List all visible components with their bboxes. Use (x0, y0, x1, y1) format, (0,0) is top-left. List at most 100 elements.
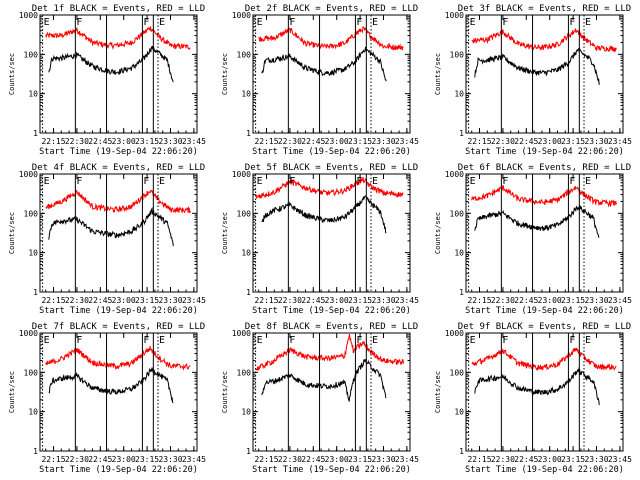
y-axis-title: Counts/sec (8, 53, 16, 95)
panel-title: Det 9f BLACK = Events, RED = LLD (458, 322, 631, 332)
x-tick-label: 23:45 (608, 296, 632, 305)
y-tick-label: 100 (450, 50, 465, 59)
x-tick-label: 22:45 (301, 296, 325, 305)
x-tick-label: 23:00 (325, 137, 349, 146)
y-tick-label: 1000 (445, 170, 464, 179)
x-tick-label: 23:45 (395, 296, 419, 305)
lld-series-line (258, 26, 404, 52)
y-tick-label: 100 (450, 368, 465, 377)
x-tick-label: 22:45 (88, 296, 112, 305)
y-tick-label: 1 (246, 288, 251, 297)
lld-series-line (471, 27, 617, 53)
x-tick-label: 23:30 (584, 137, 608, 146)
x-tick-label: 23:00 (538, 137, 562, 146)
x-tick-label: 23:00 (112, 455, 136, 464)
x-tick-label: 22:30 (278, 137, 302, 146)
marker-flag-label: E (372, 17, 378, 28)
plot-frame (252, 14, 411, 134)
marker-flag-label: F (289, 17, 295, 28)
x-axis-title: Start Time (19-Sep-04 22:06:20) (465, 306, 624, 316)
x-tick-label: 23:45 (608, 455, 632, 464)
events-series-line (474, 205, 600, 238)
x-tick-label: 23:15 (561, 137, 585, 146)
marker-flag-label: E (159, 17, 165, 28)
x-tick-label: 23:30 (158, 455, 182, 464)
x-tick-label: 22:30 (65, 455, 89, 464)
y-tick-label: 1000 (232, 329, 251, 338)
marker-flag-label: F (569, 17, 575, 28)
panel-title: Det 3f BLACK = Events, RED = LLD (458, 4, 631, 14)
y-tick-label: 10 (454, 90, 464, 99)
panel-title: Det 7f BLACK = Events, RED = LLD (32, 322, 205, 332)
x-tick-label: 22:45 (514, 455, 538, 464)
lld-series-line (45, 26, 191, 50)
lld-series-line (255, 334, 404, 371)
x-tick-label: 23:45 (608, 137, 632, 146)
x-tick-label: 23:45 (182, 455, 206, 464)
x-tick-label: 22:30 (65, 296, 89, 305)
y-axis-title: Counts/sec (434, 53, 442, 95)
panel-title: Det 5f BLACK = Events, RED = LLD (245, 163, 418, 173)
events-series-line (48, 206, 174, 247)
plot-frame (465, 332, 624, 452)
marker-flag-label: F (143, 176, 149, 187)
x-tick-label: 22:30 (278, 296, 302, 305)
events-series-line (261, 46, 387, 82)
marker-flag-label: E (372, 335, 378, 346)
marker-flag-label: E (470, 17, 476, 28)
y-tick-label: 100 (24, 368, 39, 377)
detector-panel-8: Det 8f BLACK = Events, RED = LLD 1 10 100 10… (221, 322, 419, 475)
marker-flag-label: F (76, 176, 82, 187)
marker-flag-label: F (502, 176, 508, 187)
y-axis-title: Counts/sec (434, 371, 442, 413)
detector-panel-3: Det 3f BLACK = Events, RED = LLD 1 10 100 10… (434, 4, 632, 157)
marker-flag-label: E (372, 176, 378, 187)
plot-frame (465, 14, 624, 134)
marker-flag-label: F (356, 17, 362, 28)
marker-flag-label: F (143, 335, 149, 346)
y-tick-label: 10 (28, 90, 38, 99)
x-tick-label: 22:15 (41, 137, 65, 146)
marker-flag-label: F (502, 335, 508, 346)
x-axis-title: Start Time (19-Sep-04 22:06:20) (252, 147, 411, 157)
marker-flag-label: F (76, 335, 82, 346)
x-tick-label: 22:30 (491, 296, 515, 305)
x-tick-label: 23:30 (371, 296, 395, 305)
plot-frame (39, 332, 198, 452)
marker-flag-label: E (257, 335, 263, 346)
detector-panel-2: Det 2f BLACK = Events, RED = LLD 1 10 100 10… (221, 4, 419, 157)
x-axis-title: Start Time (19-Sep-04 22:06:20) (252, 306, 411, 316)
y-tick-label: 10 (241, 408, 251, 417)
x-tick-label: 23:00 (325, 455, 349, 464)
x-axis-title: Start Time (19-Sep-04 22:06:20) (39, 465, 198, 475)
y-tick-label: 1 (459, 447, 464, 456)
y-tick-label: 10 (28, 408, 38, 417)
y-axis-title: Counts/sec (221, 212, 229, 254)
y-tick-label: 1000 (445, 11, 464, 20)
marker-flag-label: E (44, 335, 50, 346)
marker-flag-label: E (257, 176, 263, 187)
x-tick-label: 23:15 (135, 137, 159, 146)
marker-flag-label: E (159, 335, 165, 346)
x-tick-label: 22:15 (254, 455, 278, 464)
y-tick-label: 10 (241, 90, 251, 99)
y-tick-label: 1000 (19, 11, 38, 20)
lld-series-line (471, 347, 617, 372)
y-tick-label: 1 (246, 129, 251, 138)
x-tick-label: 23:15 (561, 455, 585, 464)
x-tick-label: 23:45 (395, 137, 419, 146)
x-tick-label: 22:30 (65, 137, 89, 146)
x-tick-label: 23:15 (348, 137, 372, 146)
plot-frame (465, 173, 624, 293)
y-tick-label: 100 (24, 209, 39, 218)
y-tick-label: 100 (237, 368, 252, 377)
plot-frame (39, 14, 198, 134)
marker-flag-label: F (143, 17, 149, 28)
y-tick-label: 1000 (232, 170, 251, 179)
x-tick-label: 23:30 (371, 137, 395, 146)
x-tick-label: 23:30 (158, 137, 182, 146)
plot-frame (252, 332, 411, 452)
plot-frame (39, 173, 198, 293)
x-tick-label: 22:15 (467, 137, 491, 146)
panel-title: Det 4f BLACK = Events, RED = LLD (32, 163, 205, 173)
